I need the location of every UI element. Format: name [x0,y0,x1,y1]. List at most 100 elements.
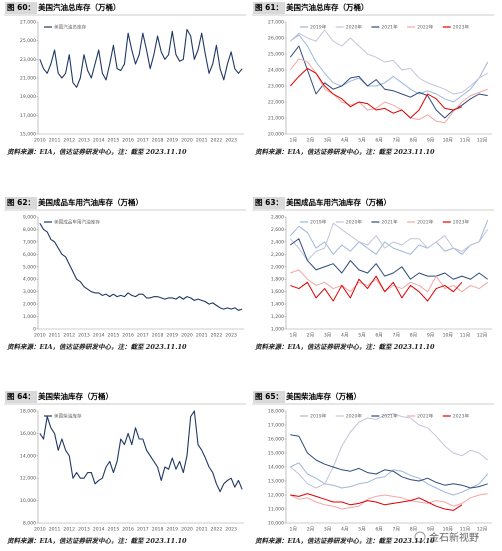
x-tick-label: 10月 [443,527,453,533]
x-tick-label: 12月 [477,333,487,339]
y-tick-label: 5,000 [23,264,36,270]
x-tick-label: 4月 [341,527,349,533]
x-tick-label: 2022 [211,333,223,339]
chart-title: 美国汽油总库存（万桶） [286,2,369,12]
watermark: 金石新视野 [414,531,479,544]
x-tick-label: 8月 [410,138,418,144]
x-tick-label: 8月 [410,333,418,339]
y-tick-label: 10,000 [268,521,284,527]
y-tick-label: 12,000 [268,493,284,499]
chart-title: 美国成品车用汽油库存（万桶） [38,197,143,207]
y-tick-label: 27,000 [268,20,284,26]
x-tick-label: 2月 [307,138,315,144]
y-tick-label: 2,800 [271,215,284,221]
x-tick-label: 5月 [358,138,366,144]
y-tick-label: 25,000 [20,38,36,44]
legend-label: 2019年 [310,413,327,420]
x-tick-label: 2014 [93,527,105,533]
source-note: 资料来源：EIA，信达证券研发中心，注：截至 2023.11.10 [7,148,187,156]
y-tick-label: 18,000 [20,409,36,415]
x-tick-label: 2014 [93,138,105,144]
x-tick-label: 2010 [34,333,46,339]
x-tick-label: 5月 [358,333,366,339]
x-tick-label: 2020 [181,527,193,533]
x-tick-label: 2011 [49,138,61,144]
x-tick-label: 2018 [152,138,164,144]
x-tick-label: 10月 [443,333,453,339]
x-tick-label: 2013 [78,527,90,533]
x-tick-label: 2020 [181,333,193,339]
figure-label-box [5,391,38,403]
y-tick-label: 21,000 [268,116,284,122]
legend-label: 美国汽油总库存 [54,24,87,31]
y-tick-label: 17,000 [20,113,36,119]
source-note: 资料来源：EIA，信达证券研发中心，注：截至 2023.11.10 [255,537,435,545]
series-line [289,34,489,103]
y-tick-label: 24,000 [268,68,284,74]
legend-label: 2023年 [453,413,470,420]
x-tick-label: 6月 [375,138,383,144]
x-tick-label: 2023 [225,333,237,339]
x-tick-label: 5月 [358,527,366,533]
figure-label-box [253,2,286,14]
watermark-icon [414,531,426,543]
x-tick-label: 2023 [225,138,237,144]
y-tick-label: 16,000 [268,437,284,443]
series-line [289,413,489,489]
x-tick-label: 2015 [108,138,120,144]
x-tick-label: 12月 [477,527,487,533]
y-tick-label: 6,000 [23,252,36,258]
y-tick-label: 2,400 [271,239,284,245]
legend-label: 2022年 [417,219,434,226]
legend-label: 美国柴油库存 [54,413,82,420]
series-line [289,58,488,124]
legend-label: 美国成品车用汽油库存 [54,219,100,226]
series-line [289,45,488,119]
x-tick-label: 1月 [290,138,298,144]
y-tick-label: 9,000 [23,215,36,221]
source-note: 资料来源：EIA，信达证券研发中心，注：截至 2023.11.10 [255,148,435,156]
x-tick-label: 2017 [137,527,149,533]
y-tick-label: 27,000 [20,20,36,26]
x-tick-label: 2019 [166,333,178,339]
figure-label: 图 64： [7,392,35,401]
legend-label: 2021年 [381,219,398,226]
x-tick-label: 2021 [196,527,208,533]
legend-label: 2023年 [453,24,470,31]
figure-label-box [253,391,286,403]
series-line [290,493,488,510]
watermark-text: 金石新视野 [429,531,479,544]
x-tick-label: 2022 [211,138,223,144]
y-tick-label: 23,000 [268,84,284,90]
legend-label: 2022年 [417,24,434,31]
x-tick-label: 3月 [324,527,332,533]
figure-label: 图 65： [255,392,283,401]
x-tick-label: 2022 [211,527,223,533]
legend-label: 2021年 [381,413,398,420]
x-tick-label: 6月 [375,333,383,339]
series-line [290,269,489,293]
x-tick-label: 10月 [443,138,453,144]
x-tick-label: 2013 [78,333,90,339]
x-tick-label: 2018 [152,527,164,533]
y-tick-label: 8,000 [23,521,36,527]
y-tick-label: 20,000 [268,132,284,138]
y-tick-label: 11,000 [268,507,284,513]
y-tick-label: 2,200 [271,252,284,258]
x-tick-label: 2月 [307,527,315,533]
y-tick-label: 23,000 [20,57,36,63]
series-line [289,29,488,95]
x-tick-label: 2010 [34,138,46,144]
y-tick-label: 14,000 [20,453,36,459]
x-tick-label: 2020 [181,138,193,144]
x-tick-label: 4月 [341,333,349,339]
x-tick-label: 2011 [49,527,61,533]
x-tick-label: 6月 [375,527,383,533]
legend-label: 2020年 [346,413,363,420]
figure-label: 图 61： [255,3,283,12]
series-line [289,222,489,262]
series-line [290,275,463,302]
series-line [289,67,463,119]
x-tick-label: 2015 [108,333,120,339]
